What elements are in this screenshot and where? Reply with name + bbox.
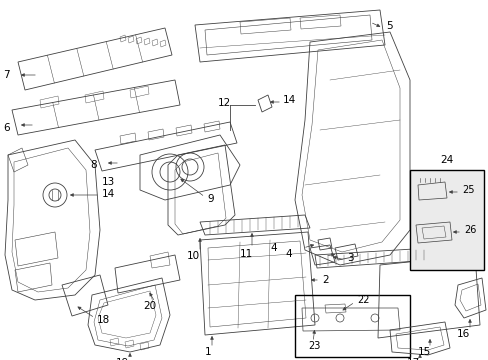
- Text: 22: 22: [356, 295, 369, 305]
- Text: 15: 15: [417, 347, 430, 357]
- Text: 19: 19: [115, 358, 128, 360]
- Text: 17: 17: [406, 358, 419, 360]
- Text: 24: 24: [440, 155, 453, 165]
- Text: 8: 8: [90, 160, 97, 170]
- Text: 3: 3: [346, 253, 353, 263]
- Text: 4: 4: [285, 249, 291, 259]
- Text: 12: 12: [218, 98, 231, 108]
- Text: 14: 14: [283, 95, 296, 105]
- Text: 5: 5: [385, 21, 392, 31]
- Text: 20: 20: [143, 301, 156, 311]
- Text: 25: 25: [461, 185, 473, 195]
- Text: 13: 13: [102, 177, 115, 187]
- Text: 6: 6: [3, 123, 10, 133]
- Text: 2: 2: [321, 275, 328, 285]
- Text: 1: 1: [204, 347, 211, 357]
- Bar: [409, 170, 483, 270]
- Text: 23: 23: [307, 341, 320, 351]
- Text: 16: 16: [455, 329, 468, 339]
- Text: 10: 10: [186, 251, 199, 261]
- Text: 26: 26: [463, 225, 475, 235]
- Text: 14: 14: [102, 189, 115, 199]
- Text: 9: 9: [206, 194, 213, 204]
- Bar: [294, 295, 409, 357]
- Text: 18: 18: [97, 315, 110, 325]
- Text: 7: 7: [3, 70, 10, 80]
- Text: 11: 11: [239, 249, 252, 259]
- Text: 4: 4: [269, 243, 276, 253]
